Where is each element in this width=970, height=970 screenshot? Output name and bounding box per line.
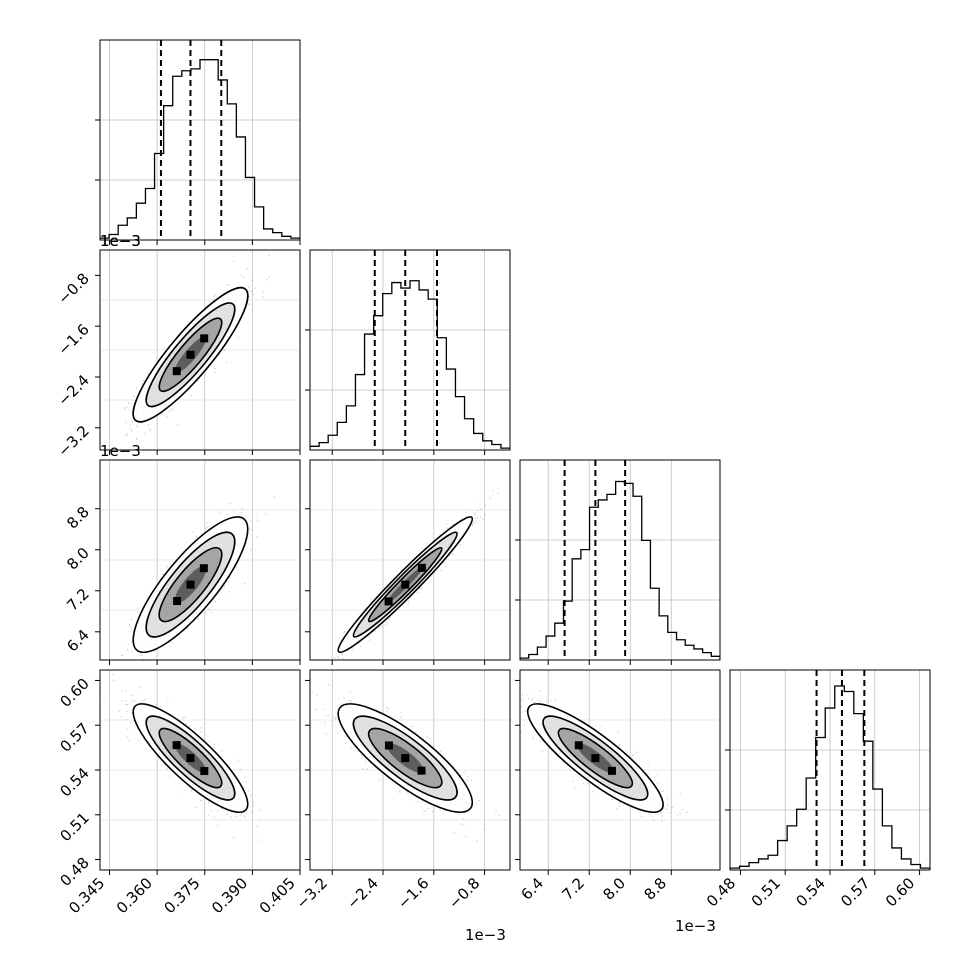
density-peak (172, 741, 181, 750)
y-offset-label: 1e−3 (100, 232, 141, 250)
x-tick-label: 0.375 (160, 874, 203, 917)
x-tick-label: 0.57 (837, 874, 873, 910)
y-tick-label: 7.2 (63, 585, 93, 615)
y-tick-label: 0.51 (56, 809, 92, 845)
density-peak (384, 597, 393, 606)
density-peak (186, 580, 195, 589)
y-tick-label: −1.6 (54, 320, 92, 358)
panel-3-2 (515, 669, 721, 875)
panel-3-0 (95, 669, 301, 875)
y-tick-label: −3.2 (54, 422, 92, 460)
panel-frame (99, 39, 301, 241)
x-tick-label: 0.60 (882, 874, 918, 910)
histogram-step (310, 280, 510, 450)
y-tick-label: 8.8 (63, 503, 93, 533)
x-tick-label: 0.405 (256, 874, 299, 917)
panel-frame (309, 249, 511, 451)
panel-frame (309, 459, 511, 661)
panel-2-2 (515, 459, 721, 665)
panel-frame (519, 459, 721, 661)
y-offset-label: 1e−3 (100, 442, 141, 460)
x-offset-label: 1e−3 (675, 917, 716, 935)
panel-1-0 (95, 249, 301, 455)
y-tick-label: 6.4 (63, 626, 93, 656)
density-peak (417, 766, 426, 775)
y-offset-label: 1e−3 (100, 232, 141, 250)
y-tick-label: 0.60 (56, 675, 92, 711)
x-tick-label: 8.0 (599, 874, 629, 904)
panel-0-0 (95, 39, 301, 245)
panel-1-1 (305, 249, 511, 455)
density-peak (200, 767, 209, 776)
panel-3-1 (305, 669, 511, 875)
histogram-step (520, 480, 720, 660)
density-peak (186, 754, 195, 763)
x-tick-label: 0.48 (703, 874, 739, 910)
y-tick-label: −0.8 (54, 269, 92, 307)
density-peak (172, 367, 181, 376)
panel-3-3 (725, 669, 931, 875)
y-tick-label: 0.54 (56, 764, 92, 800)
density-peak (591, 754, 600, 763)
density-peak (173, 597, 182, 606)
y-tick-label: 0.57 (56, 719, 92, 755)
x-offset-label: 1e−3 (465, 926, 506, 944)
x-tick-label: −3.2 (293, 874, 331, 912)
density-peak (384, 741, 393, 750)
density-peak (574, 741, 583, 750)
x-tick-label: −0.8 (445, 874, 483, 912)
x-tick-label: 0.360 (113, 874, 156, 917)
panel-frame (99, 249, 301, 451)
density-peak (199, 564, 208, 573)
x-tick-label: 8.8 (641, 874, 671, 904)
density-peak (200, 334, 209, 343)
panel-2-1 (305, 459, 511, 665)
x-tick-label: 0.51 (748, 874, 784, 910)
histogram-step (730, 685, 930, 870)
panel-frame (99, 459, 301, 661)
x-tick-label: 0.54 (792, 874, 828, 910)
histogram-step (100, 59, 300, 240)
x-tick-label: −2.4 (343, 874, 381, 912)
x-tick-label: 0.390 (208, 874, 251, 917)
density-peak (607, 766, 616, 775)
density-peak (401, 580, 410, 589)
x-tick-label: 6.4 (517, 874, 547, 904)
density-peak (417, 563, 426, 572)
density-peak (401, 754, 410, 763)
x-tick-label: 7.2 (558, 874, 588, 904)
panel-2-0 (95, 459, 301, 665)
x-tick-label: −1.6 (394, 874, 432, 912)
y-tick-label: −2.4 (54, 371, 92, 409)
y-tick-label: 8.0 (63, 544, 93, 574)
density-peak (186, 350, 195, 359)
